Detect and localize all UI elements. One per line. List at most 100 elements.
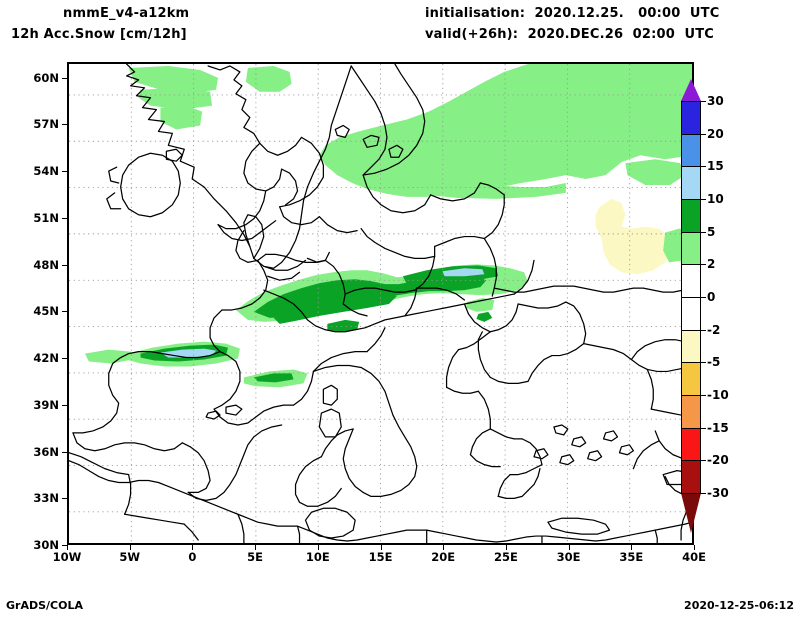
colorbar-divider [681,329,701,331]
x-tick-label-5E: 5E [247,550,264,564]
colorbar-divider [681,231,701,233]
colorbar-label-neg30: -30 [707,486,729,500]
snow-region-norway-3 [160,105,203,130]
colorbar-label-10: 10 [707,192,724,206]
snow-region-slovenia [466,298,495,312]
colorbar-label-5: 5 [707,224,716,239]
snow-region-northeast-patch-2 [605,99,658,122]
colorbar-tick-mark [701,264,706,266]
x-tick-label-40E: 40E [682,550,706,564]
y-tick-mark [62,77,67,79]
map-svg [69,64,692,543]
y-tick-label-57N: 57N [33,117,59,132]
x-tick-label-20E: 20E [431,550,456,564]
y-tick-label-42N: 42N [33,351,59,366]
colorbar-label-2: 2 [707,257,716,272]
colorbar-segment-10_15 [681,166,701,199]
colorbar-segment-5_10 [681,199,701,232]
x-tick-mark [443,545,445,550]
y-tick-label-36N: 36N [33,444,59,459]
y-tick-label-45N: 45N [33,304,59,319]
y-tick-mark [62,124,67,126]
x-tick-mark [255,545,257,550]
y-tick-label-51N: 51N [33,210,59,225]
snow-shading-layer [84,64,692,388]
y-tick-label-48N: 48N [33,257,59,272]
x-tick-mark [129,545,131,550]
x-tick-label-15E: 15E [368,550,393,564]
snow-region-scotland [245,65,292,92]
y-tick-label-54N: 54N [33,164,59,179]
colorbar-divider [681,297,701,298]
x-tick-mark [380,545,382,550]
snow-region-po-valley [327,319,360,332]
x-tick-mark [505,545,507,550]
colorbar-label-30: 30 [707,94,724,108]
y-tick-mark [62,404,67,406]
map-coastlines [69,64,692,543]
colorbar-divider [681,264,701,266]
colorbar-tick-mark [701,362,706,364]
snow-region-south-france [84,349,133,364]
colorbar-tick-mark [701,166,706,168]
x-tick-mark [631,545,633,550]
colorbar-segment-m5_m2 [681,329,701,363]
colorbar: 30 20 15 10 5 2 0 -2 -5 -10 -15 -20 -30 [681,79,729,533]
colorbar-divider [681,395,701,396]
header-model-name: nmmE_v4-a12km [63,6,190,21]
colorbar-segment-0_2 [681,264,701,297]
y-tick-label-39N: 39N [33,397,59,412]
y-tick-mark [62,498,67,500]
snow-region-russia-band [319,64,692,197]
colorbar-label-neg15: -15 [707,420,729,435]
colorbar-label-neg10: -10 [707,388,729,402]
colorbar-tick-mark [701,460,706,462]
colorbar-tick-mark [701,493,706,494]
y-tick-mark [62,217,67,219]
colorbar-tick-mark [701,427,706,429]
colorbar-segment-m2_0 [681,297,701,330]
snow-region-corsica-core [253,373,294,383]
colorbar-divider [681,427,701,429]
x-tick-label-25E: 25E [493,550,518,564]
colorbar-label-neg5: -5 [707,355,721,370]
x-tick-label-0: 0 [188,550,197,564]
colorbar-divider [681,133,701,135]
colorbar-divider [681,362,701,364]
snow-region-alps-blue-core [442,268,485,277]
y-tick-label-30N: 30N [33,538,59,552]
x-tick-label-35E: 35E [619,550,644,564]
colorbar-segment-m20_m15 [681,427,701,461]
footer-timestamp: 2020-12-25-06:12 [684,599,794,612]
colorbar-segment-m15_m10 [681,395,701,428]
colorbar-segment-2_5 [681,231,701,265]
y-tick-mark [62,264,67,266]
x-tick-mark [568,545,570,550]
y-tick-mark [62,171,67,173]
colorbar-divider [681,101,701,102]
snow-region-blacksea-yellow [595,198,672,275]
colorbar-tick-mark [701,199,706,200]
colorbar-segment-15_20 [681,133,701,167]
snow-region-northeast-patch [625,159,686,185]
colorbar-tick-mark [701,231,706,233]
colorbar-segment-m10_m5 [681,362,701,395]
colorbar-tick-mark [701,133,706,135]
x-tick-label-10E: 10E [305,550,330,564]
colorbar-tick-mark [701,329,706,331]
header-valid-time: valid(+26h): 2020.DEC.26 02:00 UTC [425,27,715,42]
colorbar-label-0: 0 [707,290,716,304]
x-tick-label-30E: 30E [556,550,581,564]
x-tick-mark [67,545,68,550]
colorbar-tick-mark [701,101,706,102]
map-plot-area [67,62,694,545]
colorbar-divider [681,493,701,494]
y-tick-label-60N: 60N [33,70,59,85]
x-tick-label-10W: 10W [52,550,82,564]
colorbar-label-neg2: -2 [707,322,721,337]
colorbar-label-15: 15 [707,159,724,174]
header-field-name: 12h Acc.Snow [cm/12h] [11,27,187,42]
colorbar-segment-m30_m20 [681,460,701,493]
colorbar-divider [681,166,701,168]
x-tick-mark [192,545,194,550]
